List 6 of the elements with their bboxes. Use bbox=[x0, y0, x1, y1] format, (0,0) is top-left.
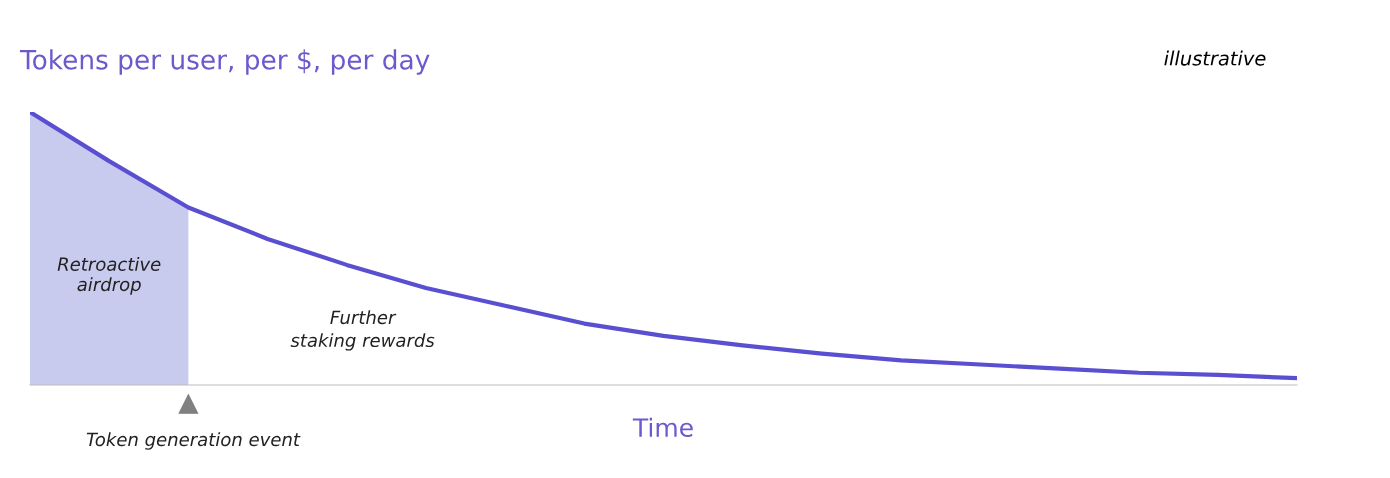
annotation: Retroactive airdrop bbox=[57, 256, 161, 295]
text: illustrative bbox=[1164, 50, 1266, 66]
text: Token generation event bbox=[86, 432, 301, 450]
x-axis-title: Time bbox=[632, 417, 693, 437]
annotation: Further staking rewards bbox=[290, 310, 435, 351]
chart-title: Tokens per user, per $, per day bbox=[19, 49, 430, 75]
